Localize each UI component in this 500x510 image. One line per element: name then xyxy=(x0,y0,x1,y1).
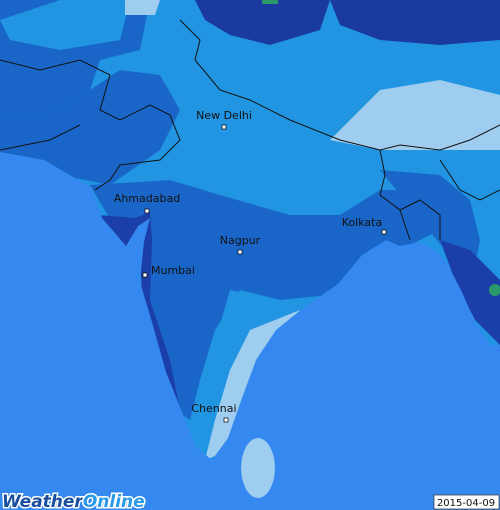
logo: WeatherOnline xyxy=(2,492,145,510)
cities: New Delhi Ahmadabad Nagpur Kolkata Mumba… xyxy=(114,109,387,423)
city-marker xyxy=(381,229,387,235)
city-marker xyxy=(144,208,150,214)
logo-part: Online xyxy=(83,492,145,510)
city-label: Mumbai xyxy=(151,264,195,277)
logo-part: Weather xyxy=(2,492,84,510)
borders xyxy=(0,19,500,241)
city-marker xyxy=(221,124,227,130)
city-label: New Delhi xyxy=(196,109,252,122)
city-label: Chennai xyxy=(191,402,236,415)
date: 2015-04-09 xyxy=(437,498,495,509)
city-marker xyxy=(142,272,148,278)
city-marker xyxy=(223,417,229,423)
city-marker xyxy=(237,249,243,255)
date-box xyxy=(433,494,500,510)
city-label: Ahmadabad xyxy=(114,192,180,205)
city-label: Kolkata xyxy=(342,216,382,229)
city-label: Nagpur xyxy=(220,234,261,247)
